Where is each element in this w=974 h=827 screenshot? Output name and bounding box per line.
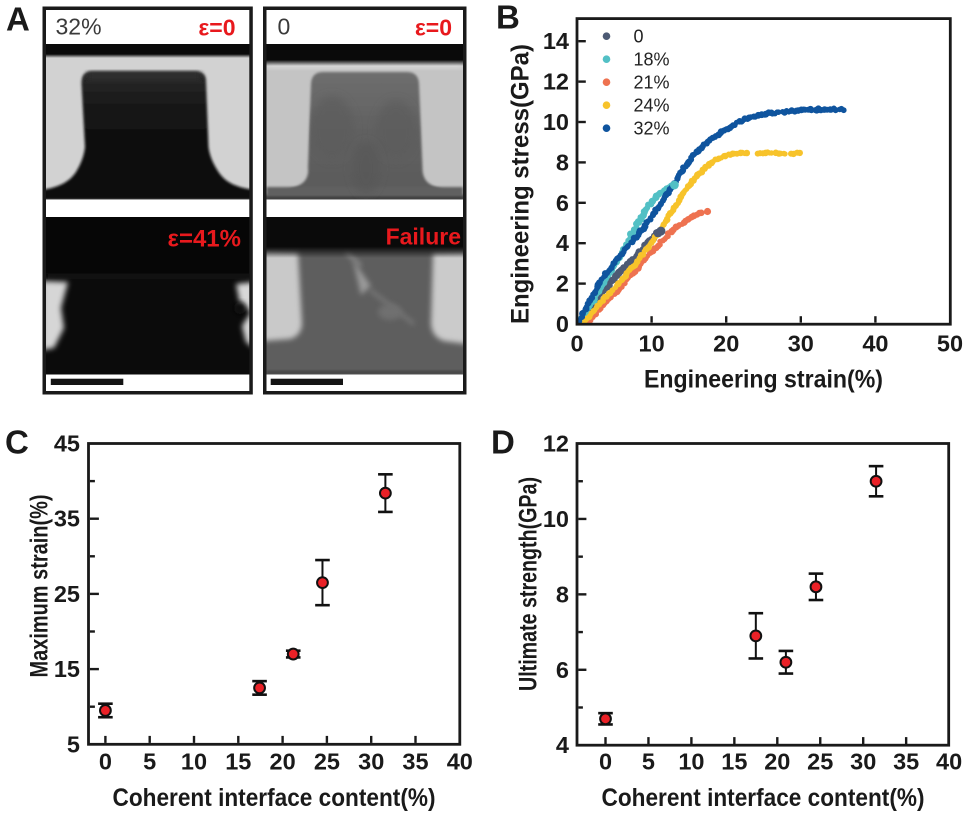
- svg-text:5: 5: [143, 749, 156, 775]
- svg-text:30: 30: [358, 749, 384, 775]
- svg-text:35: 35: [402, 749, 428, 775]
- svg-text:40: 40: [862, 331, 888, 357]
- svg-text:15: 15: [721, 749, 747, 775]
- svg-text:A: A: [6, 1, 30, 38]
- svg-text:8: 8: [556, 149, 569, 175]
- svg-text:D: D: [491, 424, 515, 461]
- svg-text:32%: 32%: [634, 119, 670, 139]
- svg-text:30: 30: [850, 749, 876, 775]
- svg-text:5: 5: [642, 749, 655, 775]
- svg-text:0: 0: [99, 749, 112, 775]
- svg-text:Engineering stress(GPa): Engineering stress(GPa): [507, 44, 535, 324]
- svg-text:10: 10: [678, 749, 704, 775]
- svg-text:12: 12: [543, 431, 569, 457]
- svg-text:25: 25: [314, 749, 340, 775]
- svg-text:40: 40: [447, 749, 473, 775]
- svg-text:Engineering strain(%): Engineering strain(%): [644, 366, 883, 394]
- svg-text:15: 15: [54, 656, 80, 682]
- svg-text:10: 10: [543, 109, 569, 135]
- svg-text:0: 0: [278, 14, 291, 40]
- svg-text:0: 0: [556, 311, 569, 337]
- svg-text:2: 2: [556, 271, 569, 297]
- svg-text:0: 0: [570, 331, 583, 357]
- svg-text:20: 20: [270, 749, 296, 775]
- svg-text:10: 10: [181, 749, 207, 775]
- svg-text:B: B: [496, 0, 520, 36]
- svg-text:5: 5: [67, 731, 80, 757]
- svg-text:24%: 24%: [634, 96, 670, 116]
- svg-text:12: 12: [543, 69, 569, 95]
- svg-text:Coherent interface content(%): Coherent interface content(%): [113, 784, 436, 812]
- svg-text:4: 4: [556, 732, 569, 758]
- svg-text:10: 10: [639, 331, 665, 357]
- svg-text:ε=41%: ε=41%: [168, 225, 241, 252]
- svg-text:Coherent interface content(%): Coherent interface content(%): [602, 784, 925, 812]
- svg-text:18%: 18%: [634, 50, 670, 70]
- svg-text:4: 4: [556, 230, 569, 256]
- svg-text:45: 45: [54, 431, 80, 457]
- svg-text:30: 30: [788, 331, 814, 357]
- svg-text:50: 50: [937, 331, 963, 357]
- svg-text:ε=0: ε=0: [415, 15, 452, 41]
- svg-text:20: 20: [713, 331, 739, 357]
- svg-text:C: C: [5, 424, 29, 461]
- svg-text:15: 15: [225, 749, 251, 775]
- svg-text:25: 25: [807, 749, 833, 775]
- svg-text:Ultimate strength(GPa): Ultimate strength(GPa): [515, 477, 543, 691]
- svg-text:0: 0: [599, 749, 612, 775]
- svg-text:35: 35: [54, 506, 80, 532]
- svg-text:21%: 21%: [634, 73, 670, 93]
- svg-text:ε=0: ε=0: [198, 15, 235, 41]
- svg-text:6: 6: [556, 657, 569, 683]
- svg-text:20: 20: [764, 749, 790, 775]
- svg-text:35: 35: [893, 749, 919, 775]
- svg-text:14: 14: [543, 28, 569, 54]
- svg-text:Failure: Failure: [386, 224, 461, 250]
- svg-text:8: 8: [556, 581, 569, 607]
- svg-text:40: 40: [936, 749, 962, 775]
- svg-text:25: 25: [54, 581, 80, 607]
- svg-text:32%: 32%: [56, 14, 102, 40]
- svg-text:6: 6: [556, 190, 569, 216]
- svg-text:0: 0: [634, 27, 644, 47]
- svg-text:10: 10: [543, 506, 569, 532]
- svg-text:Maximum strain(%): Maximum strain(%): [26, 495, 54, 678]
